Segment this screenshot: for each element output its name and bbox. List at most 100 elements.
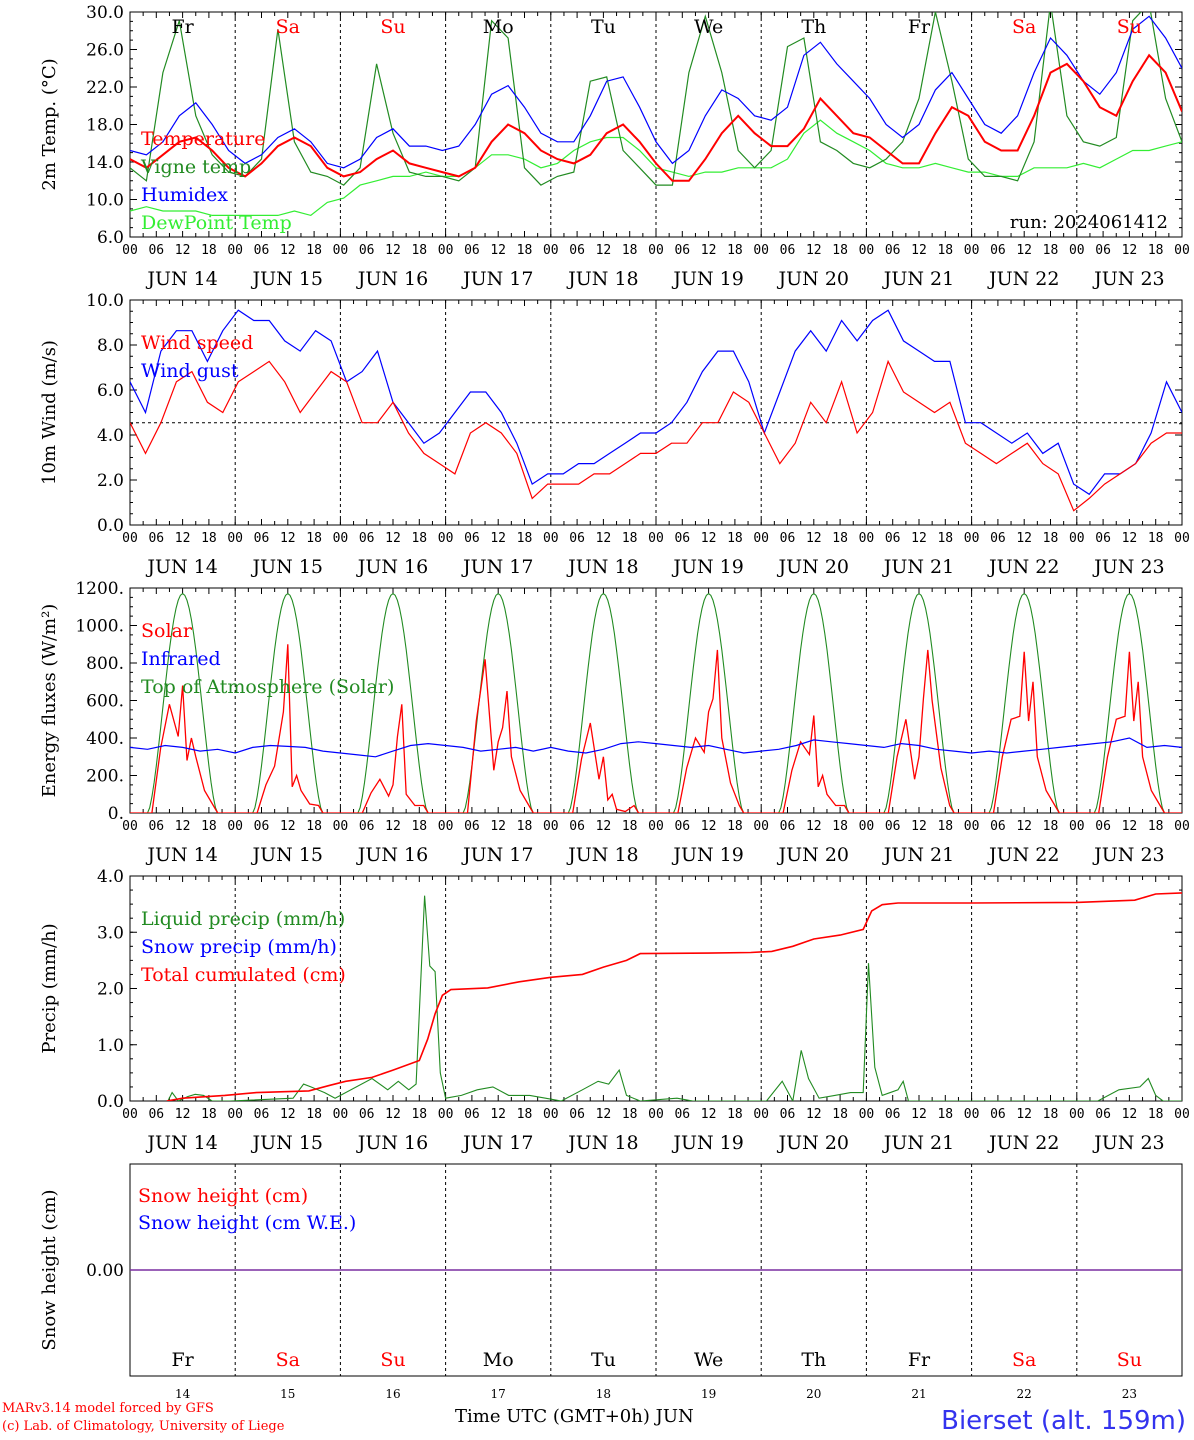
- hour-label: 06: [148, 819, 164, 834]
- weekday-label-top: Tu: [591, 16, 616, 38]
- hour-label: 00: [1174, 1107, 1190, 1122]
- hour-label: 06: [464, 531, 480, 546]
- hour-label: 06: [254, 819, 270, 834]
- hour-label: 00: [543, 531, 559, 546]
- hour-label: 18: [622, 243, 638, 258]
- weekday-label-bottom: Th: [801, 1349, 826, 1371]
- hour-label: 00: [648, 243, 664, 258]
- hour-label: 06: [990, 1107, 1006, 1122]
- hour-label: 06: [254, 1107, 270, 1122]
- series-wind-speed: [130, 359, 1182, 512]
- y-axis-title: 10m Wind (m/s): [39, 340, 60, 485]
- y-axis-title: Energy fluxes (W/m²): [39, 604, 60, 798]
- hour-label: 18: [201, 819, 217, 834]
- hour-label: 12: [596, 1107, 612, 1122]
- hour-label: 12: [1122, 1107, 1138, 1122]
- y-tick-label: 6.0: [97, 381, 124, 401]
- y-tick-label: 26.0: [86, 41, 124, 61]
- hour-label: 12: [280, 1107, 296, 1122]
- weekday-label-top: Su: [1117, 16, 1142, 38]
- day-number-label: 15: [280, 1387, 295, 1401]
- date-label: JUN 15: [251, 1132, 323, 1154]
- hour-label: 12: [911, 819, 927, 834]
- hour-label: 00: [1174, 531, 1190, 546]
- hour-label: 18: [727, 819, 743, 834]
- hour-label: 12: [385, 819, 401, 834]
- weekday-label-top: Fr: [908, 16, 931, 38]
- y-tick-label: 14.0: [86, 153, 124, 173]
- weekday-label-top: We: [694, 16, 723, 38]
- hour-label: 06: [1095, 1107, 1111, 1122]
- hour-label: 18: [937, 531, 953, 546]
- weekday-label-top: Fr: [171, 16, 194, 38]
- plot-area: [130, 309, 1182, 512]
- hour-label: 12: [490, 531, 506, 546]
- day-number-label: 20: [806, 1387, 821, 1401]
- date-label: JUN 20: [777, 556, 849, 578]
- date-label: JUN 18: [566, 268, 638, 290]
- hour-label: 18: [411, 243, 427, 258]
- y-tick-label: 0.00: [86, 1261, 124, 1281]
- hour-label: 06: [148, 243, 164, 258]
- footer-credits: MARv3.14 model forced by GFS (c) Lab. of…: [2, 1400, 284, 1436]
- hour-label: 06: [885, 531, 901, 546]
- hour-label: 00: [227, 819, 243, 834]
- weekday-label-top: Sa: [276, 16, 300, 38]
- panel-1: 0.0 2.0 4.0 6.0 8.0 10.0 10m Wind (m/s) 00 06 12 1…: [39, 291, 1190, 578]
- hour-label: 06: [569, 531, 585, 546]
- hour-label: 00: [964, 819, 980, 834]
- hour-label: 12: [806, 243, 822, 258]
- plot-area: [130, 592, 1182, 813]
- y-tick-label: 4.0: [97, 867, 124, 887]
- hour-label: 00: [122, 531, 138, 546]
- series-temperature: [130, 53, 1182, 182]
- date-label: JUN 22: [987, 844, 1059, 866]
- date-label: JUN 21: [882, 556, 954, 578]
- hour-label: 06: [464, 819, 480, 834]
- y-tick-label: 10.0: [86, 291, 124, 311]
- date-label: JUN 18: [566, 844, 638, 866]
- hour-label: 00: [1069, 531, 1085, 546]
- hour-label: 00: [753, 243, 769, 258]
- hour-label: 00: [122, 243, 138, 258]
- hour-label: 06: [359, 1107, 375, 1122]
- hour-label: 06: [674, 531, 690, 546]
- panel-2: 0. 200. 400. 600. 800. 1000. 1200. Energy fluxe…: [39, 579, 1190, 866]
- y-tick-label: 2.0: [97, 980, 124, 1000]
- hour-label: 18: [1148, 531, 1164, 546]
- y-tick-label: 18.0: [86, 116, 124, 136]
- hour-label: 18: [517, 531, 533, 546]
- hour-label: 18: [1043, 1107, 1059, 1122]
- hour-label: 00: [333, 1107, 349, 1122]
- hour-label: 00: [1069, 819, 1085, 834]
- hour-label: 12: [806, 531, 822, 546]
- date-label: JUN 23: [1092, 268, 1164, 290]
- weekday-label-bottom: Sa: [276, 1349, 300, 1371]
- hour-label: 18: [937, 819, 953, 834]
- legend-snow-height-cm: Snow height (cm): [138, 1185, 308, 1207]
- hour-label: 06: [464, 243, 480, 258]
- hour-label: 12: [490, 819, 506, 834]
- footer-model-line: MARv3.14 model forced by GFS: [2, 1401, 214, 1416]
- hour-label: 00: [964, 531, 980, 546]
- hour-label: 12: [1122, 243, 1138, 258]
- hour-label: 18: [411, 1107, 427, 1122]
- day-number-label: 21: [911, 1387, 926, 1401]
- y-tick-label: 0.: [108, 804, 124, 824]
- day-number-label: 14: [175, 1387, 191, 1401]
- hour-label: 18: [517, 1107, 533, 1122]
- y-tick-label: 0.0: [97, 1092, 124, 1112]
- legend-snow-precip-mm-h: Snow precip (mm/h): [141, 936, 337, 958]
- hour-label: 00: [859, 531, 875, 546]
- hour-label: 06: [1095, 531, 1111, 546]
- hour-label: 12: [596, 243, 612, 258]
- hour-label: 00: [1069, 1107, 1085, 1122]
- hour-label: 06: [148, 1107, 164, 1122]
- day-number-label: 17: [491, 1387, 506, 1401]
- y-tick-label: 600.: [86, 692, 124, 712]
- date-label: JUN 14: [145, 1132, 217, 1154]
- legend-infrared: Infrared: [141, 648, 221, 670]
- date-label: JUN 17: [461, 556, 533, 578]
- y-tick-label: 8.0: [97, 336, 124, 356]
- date-label: JUN 19: [671, 268, 743, 290]
